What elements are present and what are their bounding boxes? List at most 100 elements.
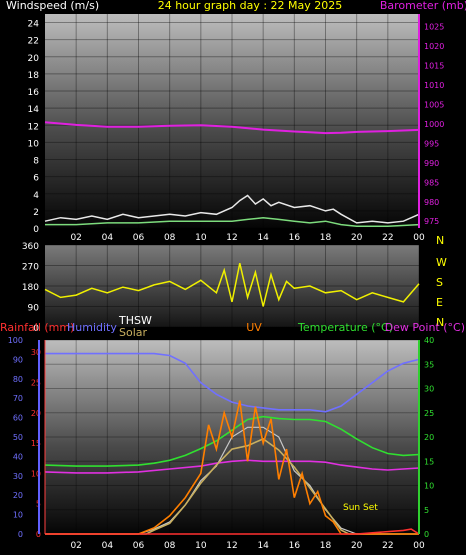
humidity-tick-label: 30 bbox=[13, 472, 23, 481]
humidity-tick-label: 40 bbox=[13, 452, 23, 461]
barometer-tick-label: 1000 bbox=[424, 120, 444, 129]
compass-label: N bbox=[436, 316, 444, 329]
hour-tick-label: 12 bbox=[226, 233, 237, 243]
temperature-tick-label: 40 bbox=[424, 336, 434, 345]
temperature-tick-label: 20 bbox=[424, 433, 434, 442]
barometer-tick-label: 1005 bbox=[424, 100, 444, 109]
wind-direction-grid bbox=[45, 244, 420, 328]
humidity-tick-labels: 0 10 20 30 40 50 60 70 80 90 100 bbox=[8, 336, 23, 539]
temperature-axis-label: Temperature (°C) bbox=[297, 321, 393, 334]
barometer-tick-labels: 975 980 985 990 995 1000 1005 1010 1015 1020 1025 bbox=[424, 23, 444, 227]
hour-tick-label: 06 bbox=[133, 541, 145, 551]
wind-direction-line bbox=[44, 263, 420, 307]
barometer-tick-label: 975 bbox=[424, 217, 439, 226]
barometer-axis-label: Barometer (mb) bbox=[380, 0, 466, 12]
hour-tick-label: 14 bbox=[257, 233, 269, 243]
barometer-tick-label: 1020 bbox=[424, 42, 444, 51]
temperature-tick-label: 30 bbox=[424, 385, 434, 394]
temperature-tick-label: 25 bbox=[424, 409, 434, 418]
solar-line bbox=[45, 437, 419, 535]
barometer-tick-label: 1025 bbox=[424, 23, 444, 32]
hour-tick-label: 22 bbox=[382, 541, 393, 551]
windspeed-tick-label: 24 bbox=[28, 20, 40, 30]
wind-hour-tick-labels: 02 04 06 08 10 12 14 16 18 20 22 00 bbox=[70, 233, 425, 243]
sun-set-annotation: Sun Set bbox=[343, 503, 378, 513]
wind-direction-plot-area bbox=[45, 245, 419, 327]
uv-tick-label: 0 bbox=[36, 530, 41, 539]
hour-tick-label: 00 bbox=[413, 233, 425, 243]
rainfall-line bbox=[45, 528, 420, 535]
graph-title: 24 hour graph day : 22 May 2025 bbox=[158, 0, 343, 12]
direction-tick-label: 270 bbox=[22, 263, 39, 273]
barometer-tick-label: 985 bbox=[424, 178, 439, 187]
hour-tick-label: 08 bbox=[164, 233, 176, 243]
temperature-tick-label: 35 bbox=[424, 360, 434, 369]
hour-tick-label: 00 bbox=[413, 541, 425, 551]
uv-line bbox=[45, 400, 419, 535]
barometer-tick-label: 1015 bbox=[424, 62, 444, 71]
hour-tick-label: 10 bbox=[195, 541, 207, 551]
windspeed-tick-label: 8 bbox=[33, 157, 39, 167]
humidity-tick-label: 60 bbox=[13, 414, 23, 423]
hour-tick-label: 14 bbox=[257, 541, 269, 551]
windspeed-tick-label: 12 bbox=[28, 122, 39, 132]
humidity-tick-label: 80 bbox=[13, 375, 23, 384]
hour-tick-label: 02 bbox=[70, 233, 81, 243]
hour-tick-label: 18 bbox=[320, 541, 332, 551]
solar-axis-label: Solar bbox=[119, 326, 148, 339]
hour-tick-label: 16 bbox=[289, 233, 301, 243]
uv-tick-label: 20 bbox=[31, 409, 41, 418]
direction-tick-label: 0 bbox=[33, 324, 39, 334]
humidity-axis-label: Humidity bbox=[67, 321, 117, 334]
windspeed-axis-label: Windspeed (m/s) bbox=[6, 0, 99, 12]
wind-gust-line bbox=[44, 194, 420, 224]
temperature-humidity-grid bbox=[45, 339, 420, 535]
hour-tick-label: 22 bbox=[382, 233, 393, 243]
humidity-tick-label: 50 bbox=[13, 433, 23, 442]
temperature-tick-label: 10 bbox=[424, 482, 434, 491]
barometer-line bbox=[44, 121, 420, 135]
hour-tick-label: 06 bbox=[133, 233, 145, 243]
windspeed-tick-label: 10 bbox=[28, 139, 40, 149]
windspeed-tick-label: 4 bbox=[33, 191, 39, 201]
direction-tick-label: 360 bbox=[22, 242, 39, 252]
temperature-humidity-series bbox=[44, 352, 420, 535]
windspeed-tick-label: 14 bbox=[28, 105, 40, 115]
barometer-tick-label: 980 bbox=[424, 198, 439, 207]
dew-point-axis-label: Dew Point (°C) bbox=[385, 321, 465, 334]
hour-tick-label: 04 bbox=[102, 233, 114, 243]
hour-tick-label: 20 bbox=[351, 541, 363, 551]
hour-tick-label: 16 bbox=[289, 541, 301, 551]
humidity-tick-label: 0 bbox=[18, 530, 23, 539]
hour-tick-label: 10 bbox=[195, 233, 207, 243]
wind-pressure-plot-area bbox=[45, 14, 419, 228]
compass-label: N bbox=[436, 234, 444, 247]
rainfall-axis-label: Rainfall (mm) bbox=[0, 321, 74, 334]
temperature-line bbox=[44, 415, 420, 467]
humidity-tick-label: 100 bbox=[8, 336, 23, 345]
humidity-tick-label: 10 bbox=[13, 511, 23, 520]
temperature-tick-label: 15 bbox=[424, 457, 434, 466]
dew-point-line bbox=[44, 459, 420, 474]
uv-tick-label: 25 bbox=[31, 378, 41, 387]
temperature-hour-tick-labels: 02 04 06 08 10 12 14 16 18 20 22 00 bbox=[70, 541, 425, 551]
compass-label: E bbox=[436, 296, 443, 309]
hour-tick-label: 12 bbox=[226, 541, 237, 551]
humidity-tick-label: 20 bbox=[13, 491, 23, 500]
windspeed-tick-label: 2 bbox=[33, 208, 39, 218]
windspeed-tick-label: 0 bbox=[33, 225, 39, 235]
wind-direction-series bbox=[44, 263, 420, 307]
direction-degree-tick-labels: 0 90 180 270 360 bbox=[22, 242, 39, 334]
uv-axis-label: UV bbox=[246, 321, 262, 334]
compass-label: W bbox=[436, 256, 447, 269]
humidity-tick-label: 90 bbox=[13, 355, 23, 364]
hour-tick-label: 20 bbox=[351, 233, 363, 243]
wind-average-line bbox=[45, 216, 420, 228]
barometer-tick-label: 990 bbox=[424, 159, 439, 168]
wind-pressure-grid bbox=[45, 14, 420, 229]
hour-tick-label: 02 bbox=[70, 541, 81, 551]
wind-pressure-series bbox=[44, 121, 420, 228]
